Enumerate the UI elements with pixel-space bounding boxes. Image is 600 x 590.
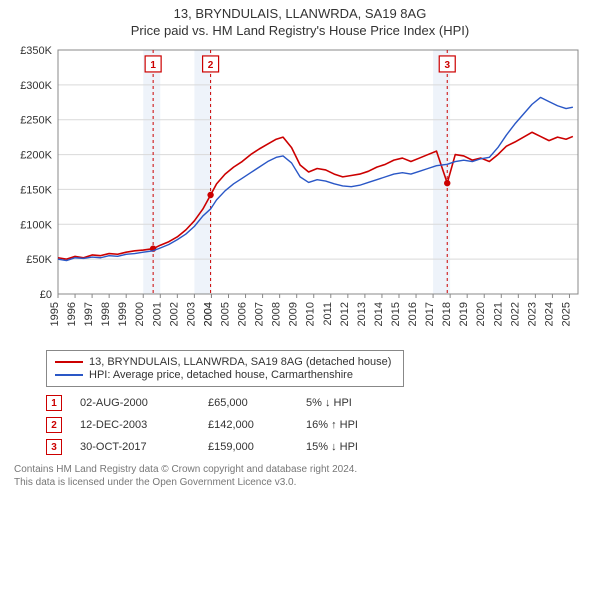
svg-text:2012: 2012 <box>339 302 351 326</box>
event-delta: 5% ↓ HPI <box>306 397 396 409</box>
svg-text:2006: 2006 <box>237 302 249 326</box>
event-price: £142,000 <box>208 419 288 431</box>
legend-row: HPI: Average price, detached house, Carm… <box>55 369 395 381</box>
event-row: 3 30-OCT-2017 £159,000 15% ↓ HPI <box>46 439 588 455</box>
legend: 13, BRYNDULAIS, LLANWRDA, SA19 8AG (deta… <box>46 350 404 387</box>
event-badge: 1 <box>46 395 62 411</box>
legend-row: 13, BRYNDULAIS, LLANWRDA, SA19 8AG (deta… <box>55 356 395 368</box>
legend-swatch <box>55 361 83 363</box>
event-row: 2 12-DEC-2003 £142,000 16% ↑ HPI <box>46 417 588 433</box>
events-table: 1 02-AUG-2000 £65,000 5% ↓ HPI 2 12-DEC-2003 £… <box>46 395 588 455</box>
svg-text:2000: 2000 <box>134 302 146 326</box>
event-price: £159,000 <box>208 441 288 453</box>
svg-text:1999: 1999 <box>117 302 129 326</box>
svg-text:1995: 1995 <box>49 302 61 326</box>
event-date: 12-DEC-2003 <box>80 419 190 431</box>
svg-text:2017: 2017 <box>424 302 436 326</box>
svg-text:2016: 2016 <box>407 302 419 326</box>
line-chart: £0 £50K £100K £150K £200K £250K £300K £350K 1995… <box>12 44 588 344</box>
svg-text:2023: 2023 <box>526 302 538 326</box>
svg-text:2010: 2010 <box>305 302 317 326</box>
svg-text:2020: 2020 <box>475 302 487 326</box>
svg-text:2005: 2005 <box>219 302 231 326</box>
attribution-footer: Contains HM Land Registry data © Crown c… <box>14 463 588 489</box>
svg-text:2025: 2025 <box>560 302 572 326</box>
svg-text:£50K: £50K <box>26 254 52 266</box>
svg-text:£250K: £250K <box>20 115 52 127</box>
event-badge: 2 <box>46 417 62 433</box>
svg-text:2021: 2021 <box>492 302 504 326</box>
legend-label: HPI: Average price, detached house, Carm… <box>89 369 353 381</box>
svg-text:2014: 2014 <box>373 302 385 326</box>
svg-text:2024: 2024 <box>543 302 555 326</box>
svg-text:1997: 1997 <box>83 302 95 326</box>
event-delta: 16% ↑ HPI <box>306 419 396 431</box>
svg-text:£150K: £150K <box>20 184 52 196</box>
event-delta: 15% ↓ HPI <box>306 441 396 453</box>
event-row: 1 02-AUG-2000 £65,000 5% ↓ HPI <box>46 395 588 411</box>
svg-text:£350K: £350K <box>20 45 52 57</box>
svg-text:1: 1 <box>150 60 156 71</box>
svg-text:2011: 2011 <box>322 302 334 326</box>
legend-swatch <box>55 374 83 376</box>
svg-text:2001: 2001 <box>151 302 163 326</box>
footer-line1: Contains HM Land Registry data © Crown c… <box>14 463 588 476</box>
svg-text:2009: 2009 <box>288 302 300 326</box>
legend-label: 13, BRYNDULAIS, LLANWRDA, SA19 8AG (deta… <box>89 356 391 368</box>
svg-text:1996: 1996 <box>66 302 78 326</box>
svg-text:2: 2 <box>208 60 214 71</box>
svg-text:£0: £0 <box>40 289 52 301</box>
chart-title-line1: 13, BRYNDULAIS, LLANWRDA, SA19 8AG <box>0 6 600 21</box>
svg-text:2004: 2004 <box>202 302 214 326</box>
svg-text:2018: 2018 <box>441 302 453 326</box>
event-date: 30-OCT-2017 <box>80 441 190 453</box>
svg-text:£100K: £100K <box>20 219 52 231</box>
event-price: £65,000 <box>208 397 288 409</box>
svg-text:£200K: £200K <box>20 150 52 162</box>
svg-text:2003: 2003 <box>185 302 197 326</box>
svg-text:2015: 2015 <box>390 302 402 326</box>
svg-text:3: 3 <box>444 60 450 71</box>
event-date: 02-AUG-2000 <box>80 397 190 409</box>
event-badge: 3 <box>46 439 62 455</box>
svg-text:2008: 2008 <box>271 302 283 326</box>
svg-text:2022: 2022 <box>509 302 521 326</box>
chart-title-line2: Price paid vs. HM Land Registry's House … <box>0 23 600 38</box>
chart-title-block: 13, BRYNDULAIS, LLANWRDA, SA19 8AG Price… <box>0 0 600 38</box>
svg-text:2013: 2013 <box>356 302 368 326</box>
svg-text:2019: 2019 <box>458 302 470 326</box>
svg-text:2007: 2007 <box>254 302 266 326</box>
footer-line2: This data is licensed under the Open Gov… <box>14 476 588 489</box>
chart-area: £0 £50K £100K £150K £200K £250K £300K £350K 1995… <box>12 44 588 344</box>
svg-text:1998: 1998 <box>100 302 112 326</box>
svg-text:2002: 2002 <box>168 302 180 326</box>
svg-text:£300K: £300K <box>20 80 52 92</box>
